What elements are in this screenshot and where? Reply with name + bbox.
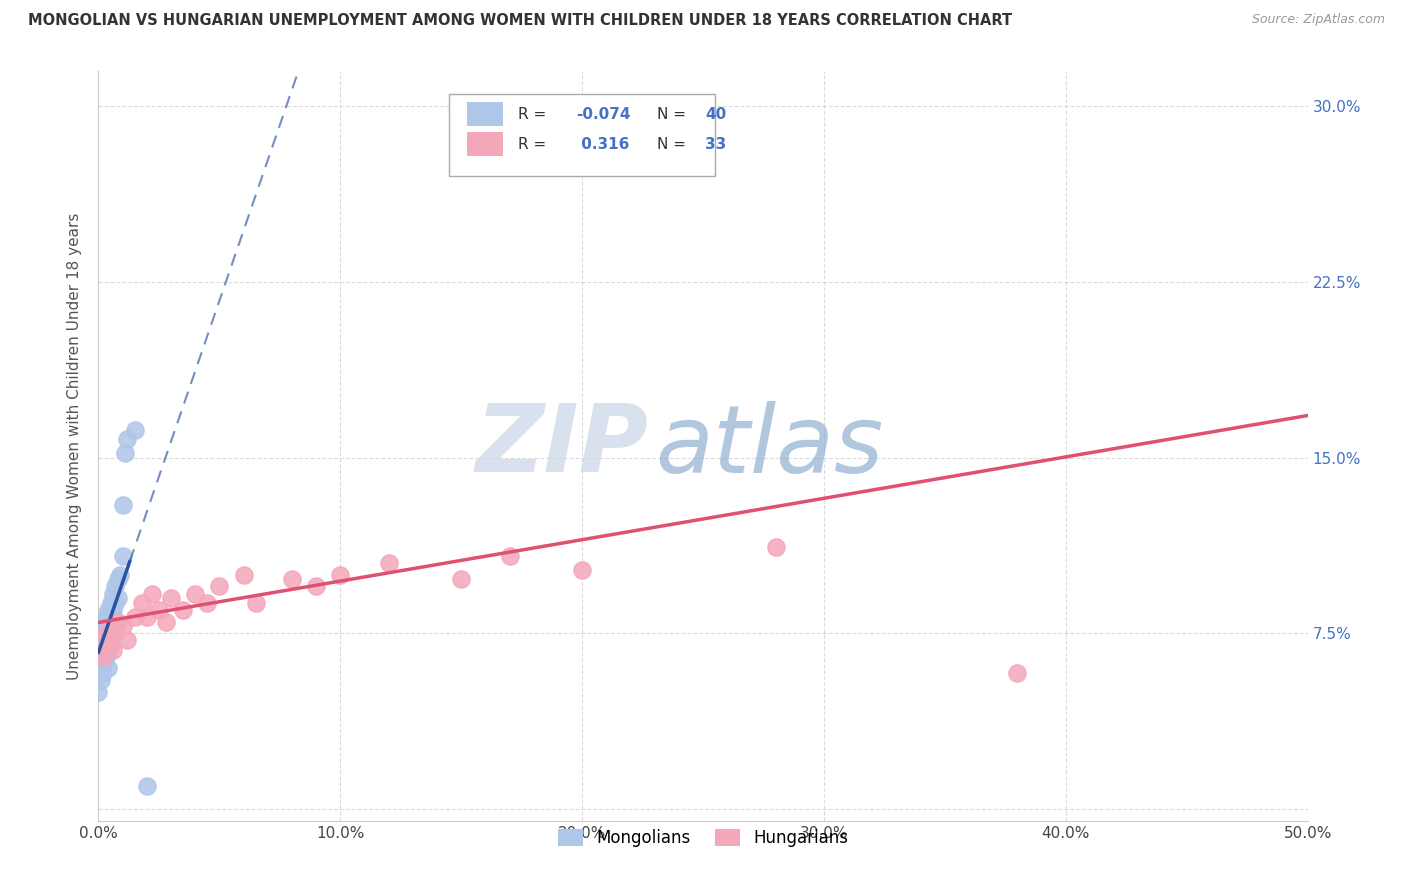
Point xyxy=(100,633,122,648)
Point xyxy=(117,432,139,446)
Point xyxy=(87,661,110,675)
Point xyxy=(100,596,122,610)
Text: Source: ZipAtlas.com: Source: ZipAtlas.com xyxy=(1251,13,1385,27)
Point xyxy=(90,626,112,640)
Point xyxy=(108,567,131,582)
Point xyxy=(101,642,124,657)
Text: R =: R = xyxy=(517,106,551,121)
Point xyxy=(90,649,112,664)
Text: ZIP: ZIP xyxy=(475,400,648,492)
Point xyxy=(97,626,120,640)
Point xyxy=(91,633,114,648)
Point xyxy=(90,638,112,652)
Point xyxy=(245,596,267,610)
Point xyxy=(160,591,183,606)
Text: N =: N = xyxy=(657,136,690,152)
Point xyxy=(101,603,124,617)
Point xyxy=(498,549,520,563)
Point xyxy=(571,563,593,577)
Point xyxy=(104,580,127,594)
Point xyxy=(329,567,352,582)
Point xyxy=(91,649,114,664)
Point xyxy=(100,619,122,633)
Point xyxy=(94,649,117,664)
Point xyxy=(94,610,117,624)
FancyBboxPatch shape xyxy=(449,94,716,177)
Text: N =: N = xyxy=(657,106,690,121)
Point xyxy=(124,423,146,437)
Point xyxy=(87,685,110,699)
Point xyxy=(91,657,114,671)
Point xyxy=(107,573,129,587)
Point xyxy=(668,118,690,132)
Point xyxy=(765,540,787,554)
Point xyxy=(450,573,472,587)
Point xyxy=(117,633,139,648)
Point xyxy=(97,661,120,675)
Point xyxy=(111,619,134,633)
FancyBboxPatch shape xyxy=(467,102,503,126)
Point xyxy=(94,626,117,640)
Point xyxy=(305,580,328,594)
Point xyxy=(90,673,112,688)
Point xyxy=(141,586,163,600)
Point xyxy=(94,638,117,652)
Point xyxy=(100,638,122,652)
Point xyxy=(208,580,231,594)
Text: 0.316: 0.316 xyxy=(576,136,630,152)
Point xyxy=(1007,666,1029,681)
Text: atlas: atlas xyxy=(655,401,883,491)
Point xyxy=(97,603,120,617)
Point xyxy=(91,615,114,629)
Point xyxy=(131,596,153,610)
Point xyxy=(91,642,114,657)
Text: R =: R = xyxy=(517,136,551,152)
Point xyxy=(281,573,304,587)
Point xyxy=(104,619,127,633)
Text: MONGOLIAN VS HUNGARIAN UNEMPLOYMENT AMONG WOMEN WITH CHILDREN UNDER 18 YEARS COR: MONGOLIAN VS HUNGARIAN UNEMPLOYMENT AMON… xyxy=(28,13,1012,29)
Point xyxy=(97,642,120,657)
Point xyxy=(107,591,129,606)
Point xyxy=(184,586,207,600)
Point xyxy=(111,498,134,512)
Point xyxy=(232,567,254,582)
Point xyxy=(377,556,399,570)
Text: 33: 33 xyxy=(706,136,727,152)
Point xyxy=(107,615,129,629)
Y-axis label: Unemployment Among Women with Children Under 18 years: Unemployment Among Women with Children U… xyxy=(67,212,83,680)
Point xyxy=(135,610,157,624)
Point xyxy=(104,596,127,610)
Point xyxy=(90,642,112,657)
Point xyxy=(155,615,177,629)
Point xyxy=(135,779,157,793)
Point xyxy=(97,615,120,629)
Point xyxy=(101,586,124,600)
Text: 40: 40 xyxy=(706,106,727,121)
Text: -0.074: -0.074 xyxy=(576,106,630,121)
Point xyxy=(94,619,117,633)
FancyBboxPatch shape xyxy=(467,132,503,156)
Point xyxy=(195,596,218,610)
Point xyxy=(100,607,122,622)
Point xyxy=(124,610,146,624)
Point xyxy=(172,603,194,617)
Legend: Mongolians, Hungarians: Mongolians, Hungarians xyxy=(551,822,855,854)
Point xyxy=(148,603,170,617)
Point xyxy=(114,446,136,460)
Point xyxy=(91,626,114,640)
Point xyxy=(94,626,117,640)
Point xyxy=(97,638,120,652)
Point xyxy=(111,549,134,563)
Point xyxy=(104,626,127,640)
Point xyxy=(91,666,114,681)
